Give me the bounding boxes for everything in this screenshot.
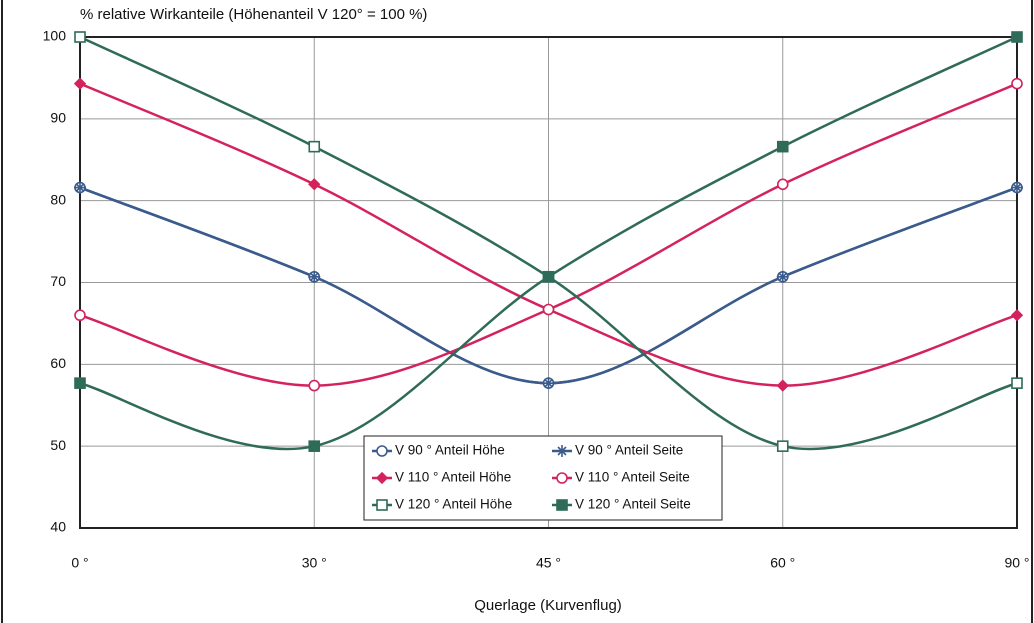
y-tick-label: 90 — [50, 110, 66, 126]
legend-label: V 110 ° Anteil Höhe — [395, 470, 511, 485]
marker — [1012, 310, 1022, 320]
chart-title: % relative Wirkanteile (Höhenanteil V 12… — [80, 6, 427, 23]
x-tick-label: 60 ° — [770, 555, 795, 571]
marker — [544, 272, 554, 282]
marker — [1012, 378, 1022, 388]
legend-label: V 120 ° Anteil Seite — [575, 497, 691, 512]
marker — [557, 500, 567, 510]
marker — [1011, 182, 1023, 194]
marker — [778, 441, 788, 451]
marker — [778, 179, 788, 189]
legend-label: V 90 ° Anteil Seite — [575, 443, 683, 458]
x-tick-label: 45 ° — [536, 555, 561, 571]
marker — [309, 381, 319, 391]
marker — [75, 32, 85, 42]
marker — [309, 142, 319, 152]
y-tick-label: 100 — [43, 28, 67, 44]
marker — [778, 381, 788, 391]
y-tick-label: 50 — [50, 437, 66, 453]
marker — [308, 271, 320, 283]
y-tick-label: 60 — [50, 355, 66, 371]
marker — [75, 378, 85, 388]
marker — [544, 305, 554, 315]
marker — [75, 79, 85, 89]
marker — [778, 142, 788, 152]
x-tick-label: 30 ° — [302, 555, 327, 571]
chart: % relative Wirkanteile (Höhenanteil V 12… — [0, 0, 1034, 623]
marker — [777, 271, 789, 283]
marker — [557, 473, 567, 483]
y-tick-label: 70 — [50, 273, 66, 289]
legend-label: V 120 ° Anteil Höhe — [395, 497, 512, 512]
marker — [377, 446, 387, 456]
y-tick-label: 80 — [50, 191, 66, 207]
x-tick-label: 90 ° — [1004, 555, 1029, 571]
marker — [74, 182, 86, 194]
marker — [309, 441, 319, 451]
x-axis-label: Querlage (Kurvenflug) — [474, 597, 622, 614]
legend-label: V 90 ° Anteil Höhe — [395, 443, 505, 458]
marker — [1012, 79, 1022, 89]
y-tick-label: 40 — [50, 519, 66, 535]
marker — [377, 500, 387, 510]
marker — [75, 310, 85, 320]
legend-label: V 110 ° Anteil Seite — [575, 470, 690, 485]
marker — [309, 179, 319, 189]
x-tick-label: 0 ° — [71, 555, 88, 571]
marker — [543, 377, 555, 389]
marker — [1012, 32, 1022, 42]
